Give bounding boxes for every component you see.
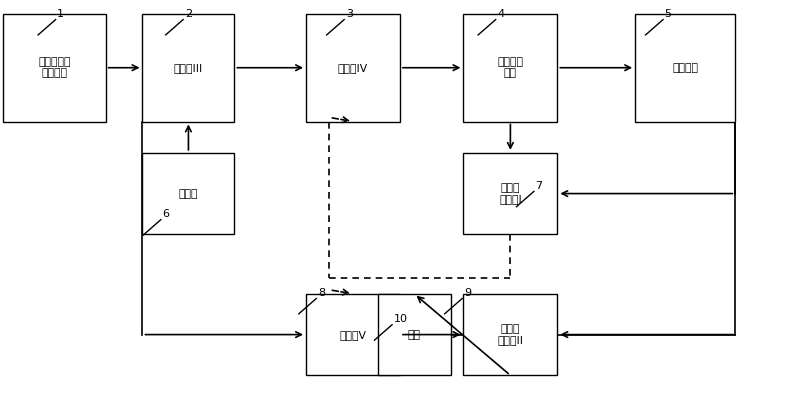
Text: 白噪声: 白噪声 [178, 188, 198, 199]
Text: 电液伺服
系统: 电液伺服 系统 [498, 57, 523, 79]
Text: 5: 5 [665, 9, 672, 19]
Text: 4: 4 [498, 9, 504, 19]
Bar [463, 14, 558, 122]
Text: 6: 6 [162, 209, 170, 219]
Text: 7: 7 [535, 181, 542, 190]
Text: 10: 10 [394, 314, 408, 324]
Text: 1: 1 [57, 9, 64, 19]
Bar [378, 294, 451, 375]
Text: 功率谱密度
参考信号: 功率谱密度 参考信号 [38, 57, 70, 79]
Text: 9: 9 [464, 288, 471, 298]
Text: 滤波器III: 滤波器III [174, 63, 203, 73]
Text: 3: 3 [346, 9, 353, 19]
Bar [635, 14, 735, 122]
Text: 2: 2 [185, 9, 192, 19]
Text: 自适应
滤波器II: 自适应 滤波器II [498, 324, 523, 346]
Text: 响应信号: 响应信号 [672, 63, 698, 73]
Bar [463, 153, 558, 234]
Text: 延时: 延时 [408, 330, 421, 339]
Bar [306, 294, 400, 375]
Text: 滤波器V: 滤波器V [339, 330, 366, 339]
Bar [306, 14, 400, 122]
Text: 8: 8 [318, 288, 325, 298]
Bar [142, 14, 234, 122]
Bar [463, 294, 558, 375]
Bar [142, 153, 234, 234]
Text: 滤波器IV: 滤波器IV [338, 63, 368, 73]
Text: 自适应
滤波器I: 自适应 滤波器I [499, 183, 522, 204]
Bar [3, 14, 106, 122]
